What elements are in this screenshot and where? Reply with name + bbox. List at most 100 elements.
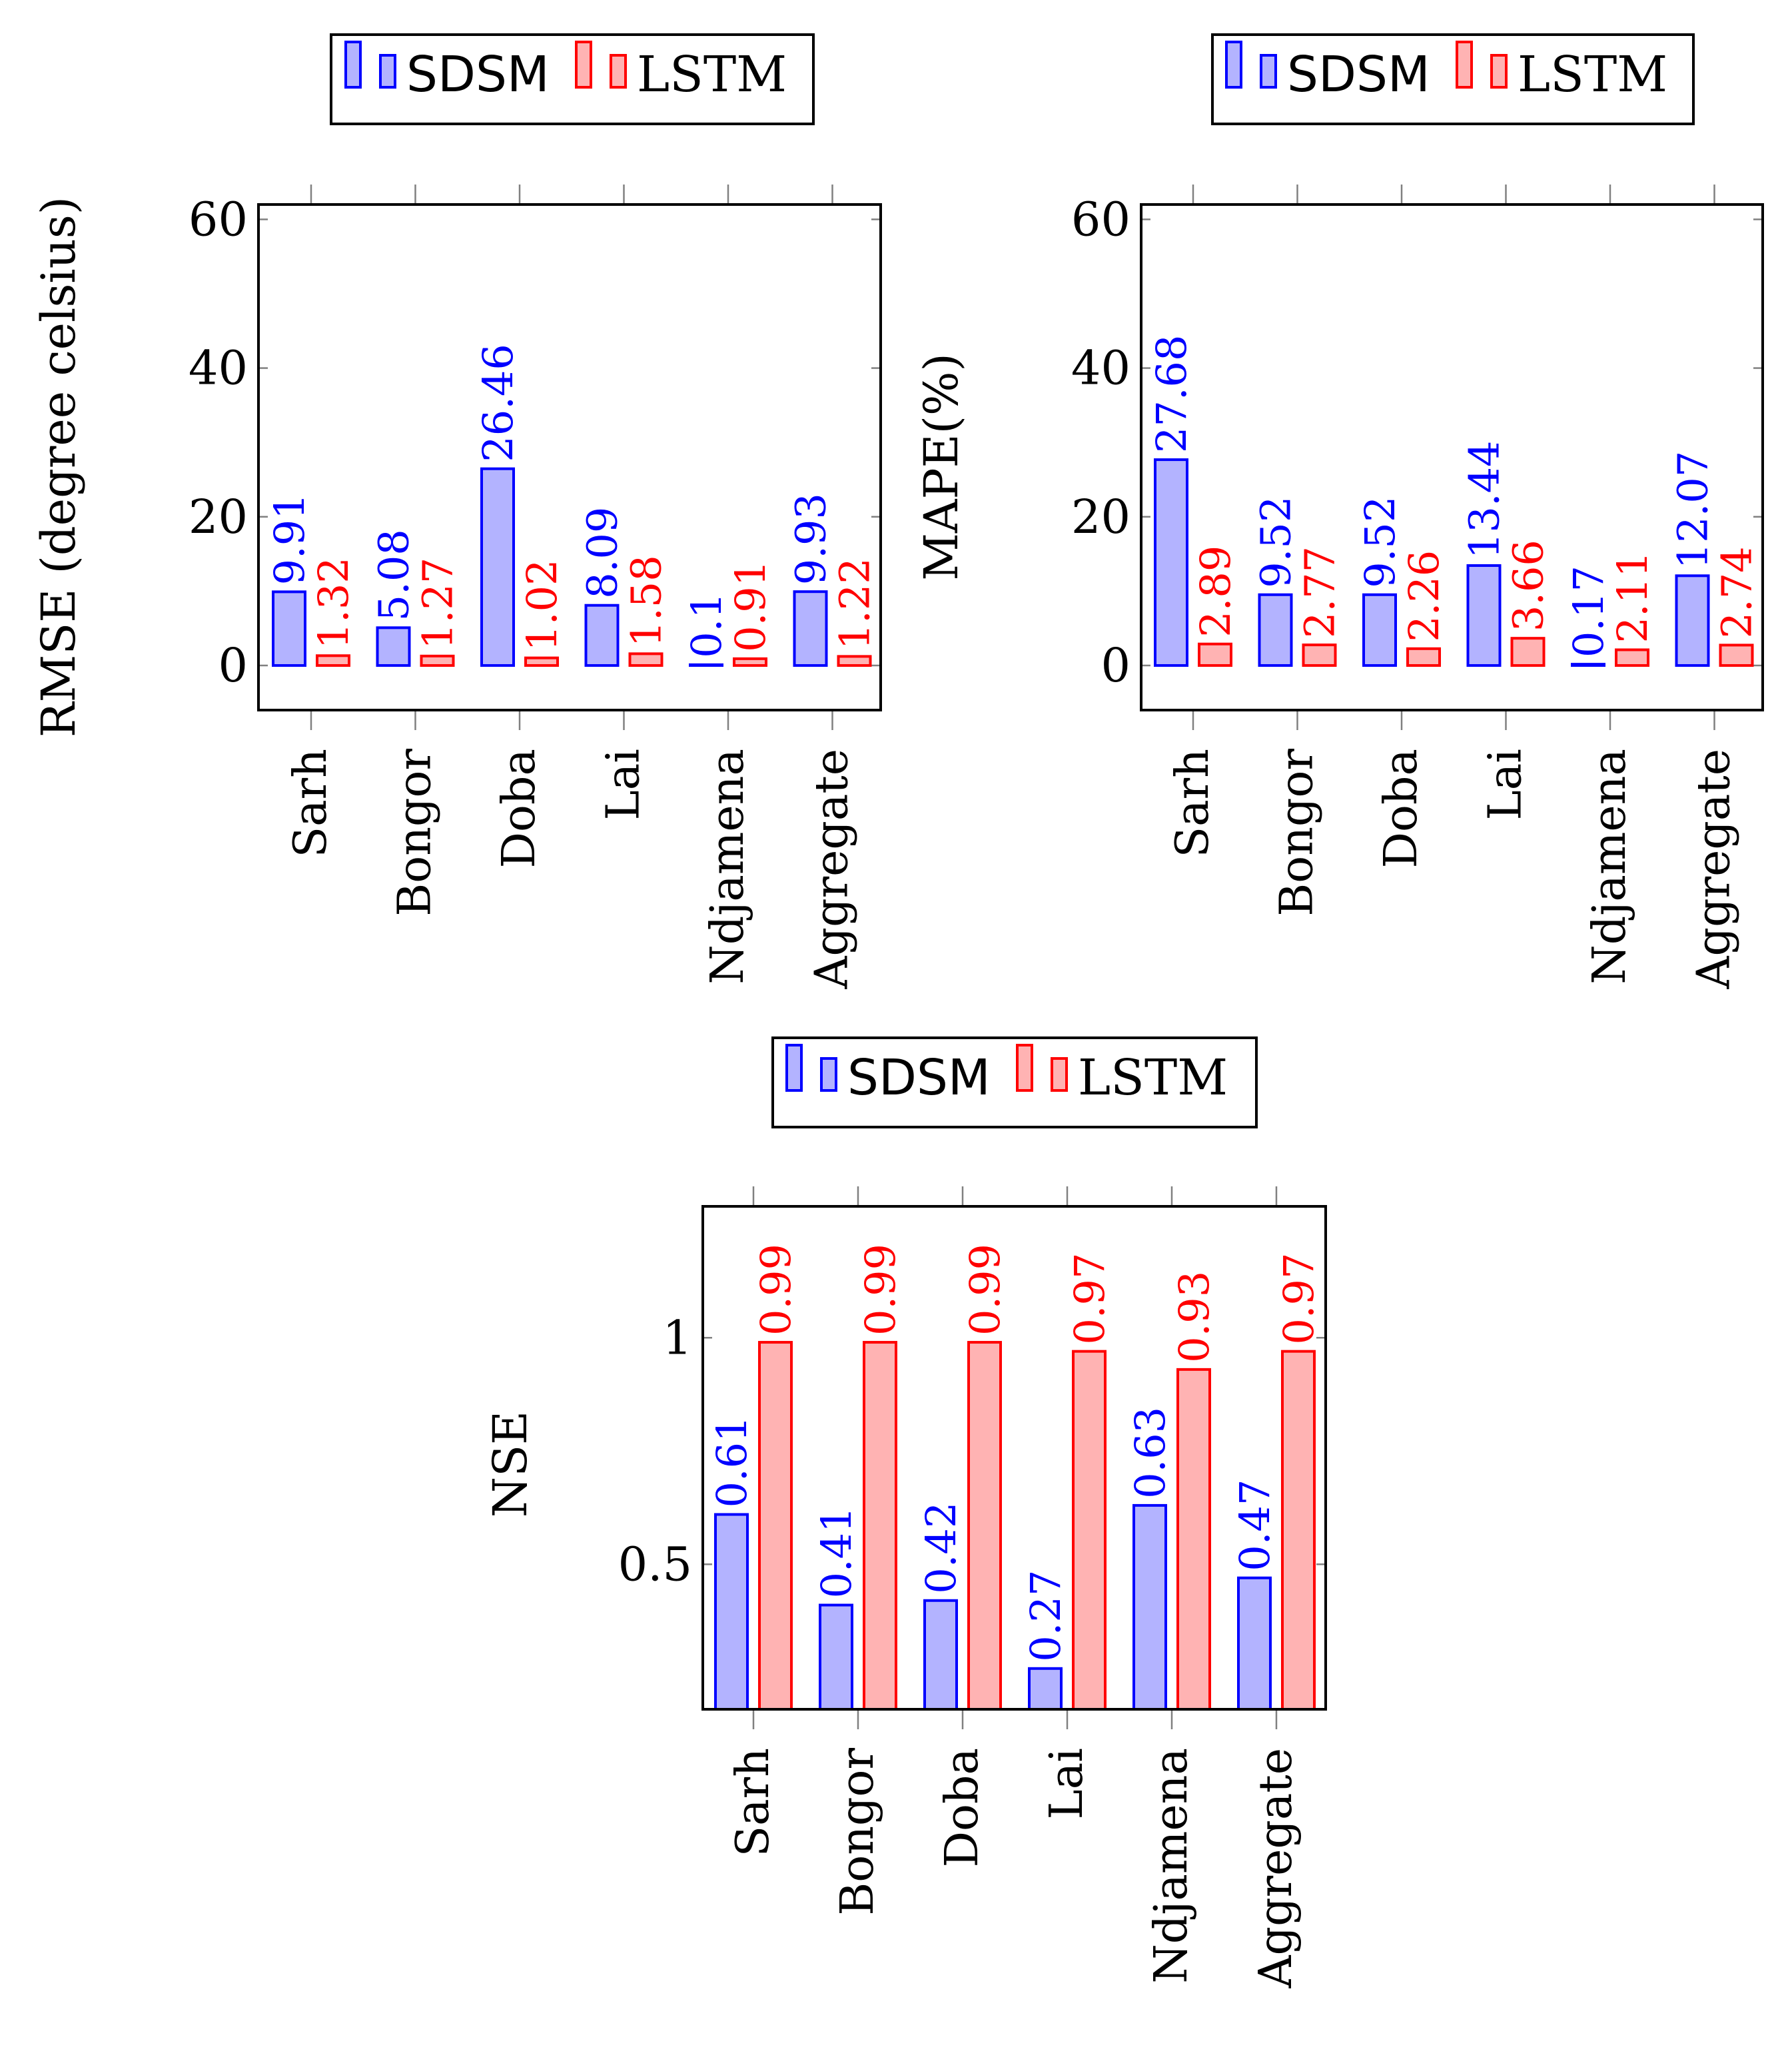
x-tick-label: Bongor [389, 749, 442, 917]
legend-sdsm-swatch-b [820, 1057, 837, 1092]
lstm-bar [1406, 647, 1441, 667]
x-tick-label: Doba [936, 1748, 989, 1868]
lstm-value-label: 2.89 [1191, 546, 1240, 637]
sdsm-bar [480, 467, 515, 667]
lstm-bar [758, 1341, 793, 1711]
sdsm-value-label: 0.1 [682, 592, 731, 658]
nse-legend: SDSM LSTM [771, 1036, 1258, 1128]
sdsm-value-label: 12.07 [1669, 451, 1717, 570]
lstm-value-label: 2.77 [1296, 546, 1344, 638]
sdsm-bar [923, 1599, 958, 1711]
x-tick-label: Lai [1041, 1748, 1093, 1819]
lstm-bar [524, 656, 559, 667]
legend-sdsm-label: SDSM [1287, 46, 1430, 103]
sdsm-bar [1237, 1576, 1272, 1711]
lstm-value-label: 0.99 [961, 1244, 1009, 1336]
lstm-bar [420, 654, 455, 667]
legend-lstm-label: LSTM [1078, 1049, 1228, 1106]
legend-sdsm-swatch-a [1225, 41, 1242, 89]
lstm-value-label: 3.66 [1504, 540, 1553, 631]
x-tick-label: Bongor [1271, 749, 1324, 917]
lstm-bar [1510, 637, 1546, 667]
y-tick-label: 40 [1071, 341, 1130, 396]
rmse-chart: SDSM LSTM RMSE (degree celsius) 0 20 40 60 S… [31, 33, 882, 990]
lstm-value-label: 1.02 [518, 560, 566, 651]
lstm-value-label: 2.26 [1400, 550, 1448, 642]
x-tick-label: Bongor [831, 1748, 884, 1916]
nse-ylabel: NSE [483, 1411, 538, 1517]
lstm-bar [1302, 643, 1337, 667]
lstm-value-label: 0.91 [726, 560, 775, 652]
legend-lstm-swatch-b [1051, 1057, 1068, 1092]
sdsm-bar [1154, 458, 1188, 667]
lstm-value-label: 0.93 [1170, 1271, 1218, 1363]
legend-sdsm-swatch-b [379, 54, 396, 89]
x-tick-label: Sarh [284, 749, 337, 857]
sdsm-bar [1028, 1667, 1063, 1711]
lstm-bar [1615, 648, 1649, 667]
sdsm-bar [1675, 574, 1710, 667]
lstm-bar [837, 655, 872, 667]
sdsm-value-label: 0.61 [707, 1416, 756, 1507]
lstm-bar [1281, 1350, 1316, 1711]
sdsm-value-label: 0.42 [917, 1502, 965, 1594]
legend-lstm-swatch-b [1490, 54, 1508, 89]
lstm-bar [967, 1341, 1002, 1711]
legend-sdsm-label: SDSM [847, 1049, 991, 1106]
lstm-value-label: 2.11 [1608, 551, 1657, 643]
legend-lstm-label: LSTM [1518, 46, 1667, 103]
lstm-value-label: 1.58 [622, 555, 671, 647]
x-tick-label: Doba [1375, 749, 1428, 869]
x-tick-label: Sarh [1166, 749, 1219, 857]
legend-lstm-label: LSTM [637, 46, 787, 103]
y-tick-label: 20 [189, 490, 248, 544]
y-tick-label: 1 [662, 1310, 692, 1365]
sdsm-bar [793, 590, 828, 667]
lstm-value-label: 1.32 [309, 557, 358, 649]
y-tick-label: 60 [189, 192, 248, 246]
sdsm-value-label: 9.52 [1252, 496, 1300, 588]
y-tick-label: 0 [1101, 638, 1130, 693]
lstm-value-label: 0.97 [1274, 1253, 1323, 1345]
rmse-ylabel-group: RMSE (degree celsius) [31, 197, 86, 737]
sdsm-value-label: 0.27 [1021, 1570, 1070, 1662]
x-tick-label: Ndjamena [1145, 1748, 1198, 1984]
lstm-bar [863, 1341, 897, 1711]
x-tick-label: Doba [493, 749, 546, 869]
y-tick-label: 40 [189, 341, 248, 396]
legend-lstm-swatch-a [575, 41, 592, 89]
sdsm-value-label: 27.68 [1147, 335, 1196, 454]
x-tick-label: Aggregate [1688, 749, 1741, 990]
mape-ylabel: MAPE(%) [914, 353, 969, 581]
sdsm-bar [1571, 663, 1605, 667]
sdsm-bar [819, 1603, 853, 1711]
plot-frame [701, 1205, 1327, 1711]
legend-lstm-swatch-a [1016, 1044, 1033, 1092]
lstm-value-label: 0.99 [751, 1244, 800, 1336]
x-tick-label: Lai [1480, 749, 1532, 820]
y-tick-label: 0 [218, 638, 248, 693]
lstm-value-label: 0.97 [1065, 1253, 1114, 1345]
legend-sdsm-swatch-a [785, 1044, 803, 1092]
lstm-bar [1176, 1368, 1211, 1711]
nse-chart: SDSM LSTM NSE 0.5 1 Sarh Bongor Doba Lai Ndjam… [483, 1036, 1327, 1989]
sdsm-value-label: 0.63 [1126, 1407, 1174, 1499]
plot-frame [1140, 203, 1764, 711]
sdsm-value-label: 9.91 [265, 493, 314, 585]
sdsm-value-label: 0.47 [1230, 1479, 1279, 1571]
lstm-value-label: 0.99 [856, 1244, 905, 1336]
sdsm-bar [1258, 593, 1293, 667]
legend-lstm-swatch-a [1456, 41, 1473, 89]
lstm-bar [1719, 643, 1754, 667]
mape-legend: SDSM LSTM [1211, 33, 1695, 125]
rmse-legend: SDSM LSTM [330, 33, 815, 125]
x-tick-label: Sarh [727, 1748, 779, 1856]
legend-sdsm-swatch-b [1260, 54, 1277, 89]
plot-frame [257, 203, 882, 711]
lstm-bar [628, 652, 664, 667]
sdsm-value-label: 13.44 [1460, 441, 1509, 560]
sdsm-value-label: 0.41 [812, 1507, 861, 1599]
sdsm-bar [1466, 564, 1502, 667]
x-tick-label: Ndjamena [701, 749, 754, 985]
